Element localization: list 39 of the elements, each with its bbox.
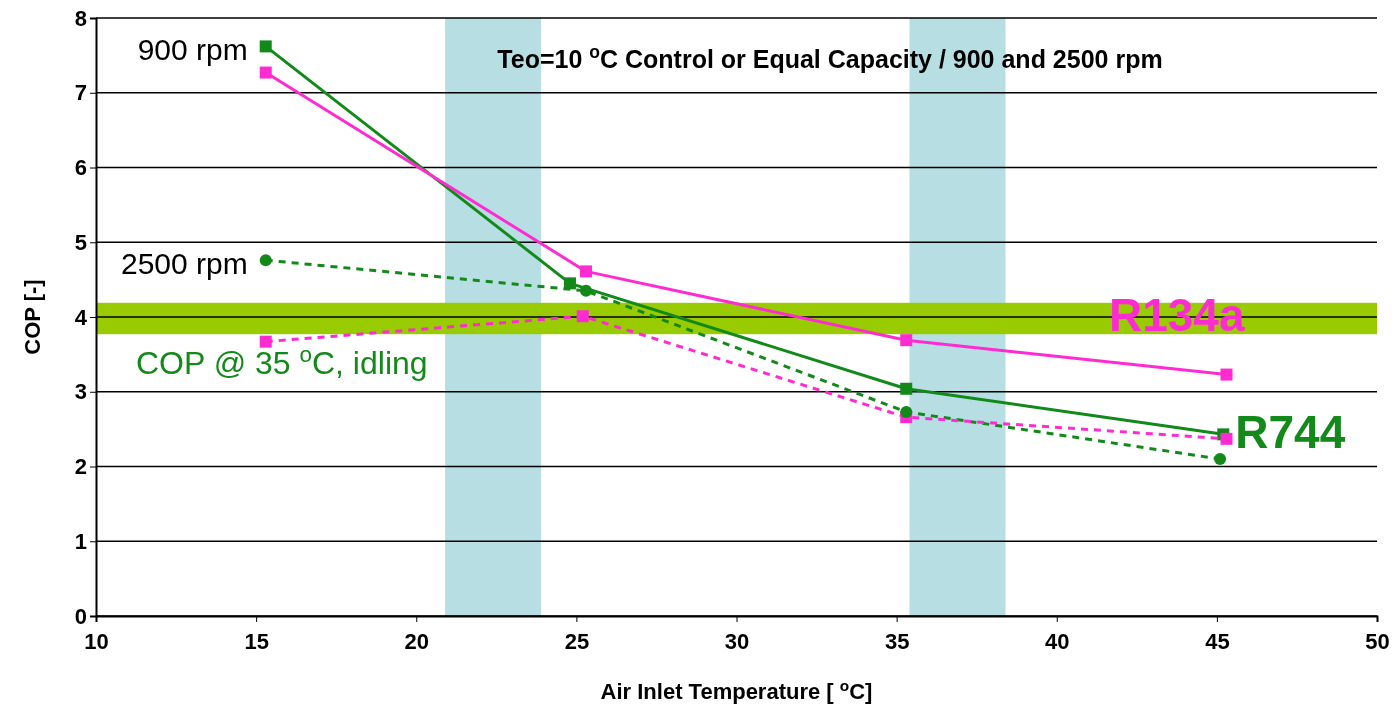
- point: [563, 277, 576, 290]
- point: [1214, 453, 1227, 466]
- y-axis-title: COP [-]: [20, 279, 45, 355]
- x-tick-label: 25: [564, 629, 590, 655]
- point: [576, 310, 589, 323]
- x-tick-label: 10: [84, 629, 109, 655]
- series-label: R744: [1235, 406, 1346, 459]
- x-tick-label: 20: [404, 629, 429, 655]
- text: Teo=10 $^{o}$C Control or Equal Capacity / 900 and 2500 rpm: [497, 42, 1163, 73]
- y-tick-label: 2: [74, 454, 87, 480]
- y-tick-label: 4: [74, 304, 88, 330]
- annotation: 2500 rpm: [120, 247, 248, 281]
- point: [259, 335, 272, 348]
- point: [1220, 432, 1233, 445]
- x-tick-label: 35: [884, 629, 910, 655]
- x-tick-label: 45: [1205, 629, 1230, 655]
- point: [579, 265, 592, 278]
- point: [1220, 368, 1233, 381]
- x-axis-title: Air Inlet Temperature [ $^{o}$C]: [600, 676, 873, 704]
- point: [900, 382, 913, 395]
- point: [579, 284, 592, 297]
- annotation: 900 rpm: [137, 33, 248, 67]
- point: [900, 405, 913, 418]
- x-tick-label: 15: [244, 629, 269, 655]
- y-tick-label: 1: [74, 528, 87, 554]
- point: [900, 334, 913, 347]
- x-tick-label: 40: [1045, 629, 1070, 655]
- x-tick-label: 50: [1365, 629, 1390, 655]
- point: [259, 254, 272, 267]
- y-tick-label: 7: [74, 80, 87, 106]
- point: [259, 66, 272, 79]
- y-tick-label: 6: [74, 155, 87, 181]
- y-tick-label: 3: [74, 379, 87, 405]
- band-label: COP @ 35 $^{o}$C, idling: [136, 341, 428, 382]
- y-tick-label: 0: [74, 603, 87, 629]
- x-tick-label: 30: [724, 629, 750, 655]
- point: [259, 40, 272, 53]
- y-tick-label: 8: [74, 5, 87, 31]
- y-tick-label: 5: [74, 229, 87, 255]
